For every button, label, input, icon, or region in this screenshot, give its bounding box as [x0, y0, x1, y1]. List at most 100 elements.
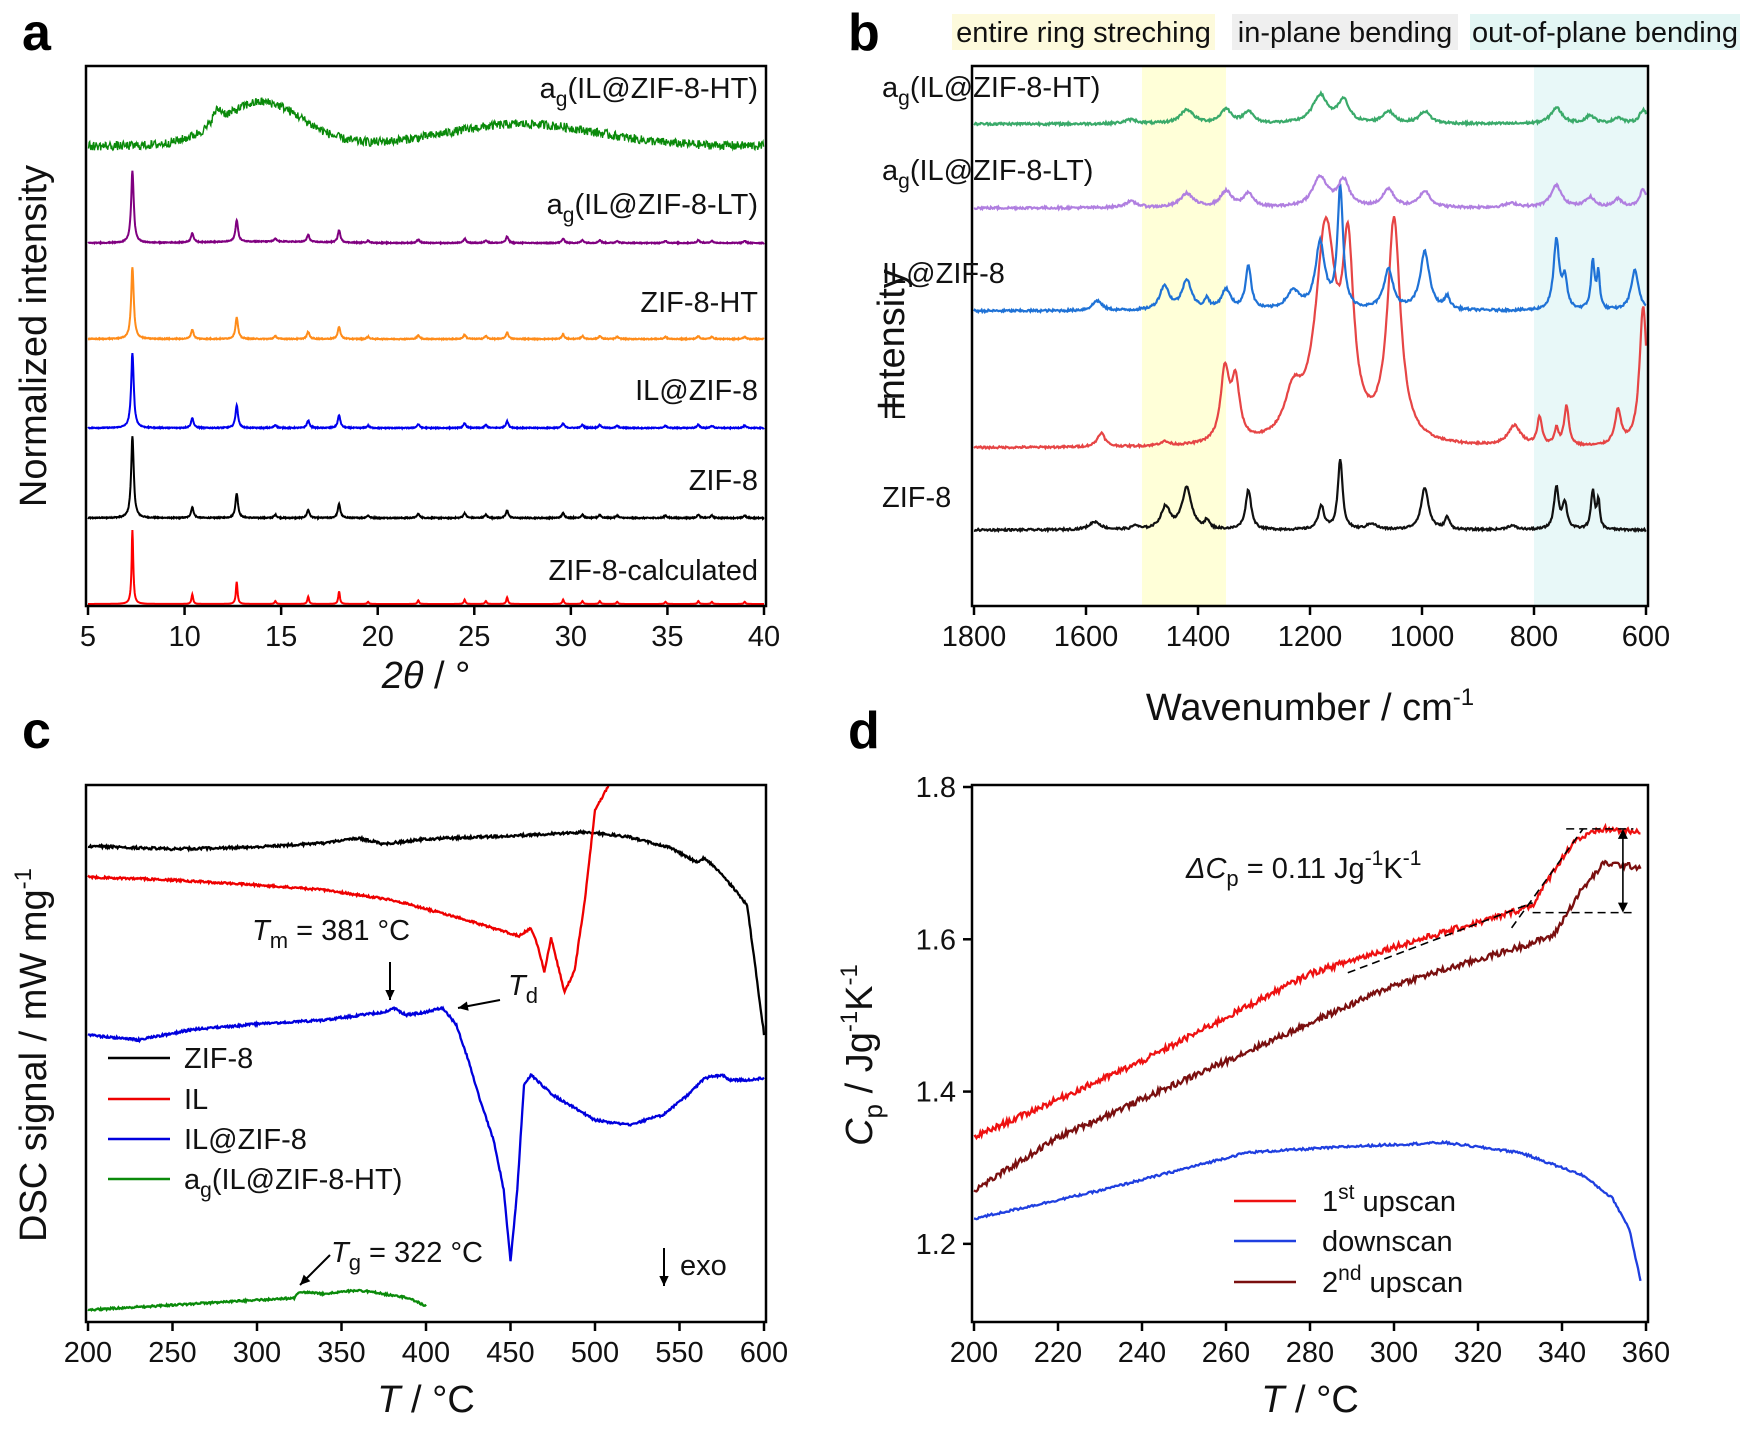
ftir-region-band: [1142, 67, 1226, 605]
delta-cp-arrow-top: [1617, 828, 1628, 839]
panel-d-xtick-label: 300: [1370, 1337, 1418, 1369]
panel-b-xtick-label: 1600: [1054, 621, 1119, 653]
panel-d-ytick-label: 1.4: [916, 1077, 956, 1109]
dsc-legend-label: ag(IL@ZIF-8-HT): [184, 1164, 402, 1202]
xrd-series-line: [88, 529, 764, 605]
panel-a-xtick-label: 15: [265, 621, 297, 653]
panel-b-xtick-label: 1400: [1166, 621, 1231, 653]
dsc-legend-label: IL: [184, 1084, 208, 1116]
xrd-series-line: [87, 353, 765, 431]
xrd-series-label: ZIF-8-HT: [640, 287, 758, 319]
ftir-region-band: [1534, 67, 1646, 605]
panel-d-xtick-label: 340: [1538, 1337, 1586, 1369]
tg-annotation: Tg = 322 °C: [331, 1237, 483, 1275]
panel-d-ytick-label: 1.2: [916, 1229, 956, 1261]
panel-a-xlabel: 2θ / °: [381, 655, 471, 697]
ftir-series-line: [973, 90, 1648, 128]
panel-letter-a: a: [22, 4, 52, 62]
panel-a-xtick-label: 5: [80, 621, 96, 653]
xrd-series-line: [87, 97, 765, 152]
ftir-region-label: in-plane bending: [1238, 17, 1452, 49]
panel-d-ylabel: Cp / Jg-1K-1: [836, 964, 888, 1146]
cp-series-line: [973, 1139, 1642, 1282]
cp-legend-label: 2nd upscan: [1322, 1262, 1463, 1299]
panel-c-xtick-label: 250: [148, 1337, 196, 1369]
td-annotation: Td: [508, 970, 538, 1008]
cp-baseline-tangent: [1347, 901, 1533, 974]
xrd-series-label: ag(IL@ZIF-8-LT): [547, 189, 758, 227]
panel-d-xtick-label: 260: [1202, 1337, 1250, 1369]
dsc-legend-label: ZIF-8: [184, 1043, 253, 1075]
cp-series-line: [973, 859, 1642, 1193]
xrd-series-line: [87, 267, 765, 342]
ftir-region-header: [1470, 14, 1740, 50]
tm-annotation: Tm = 381 °C: [252, 915, 410, 953]
exo-arrow-head: [659, 1276, 669, 1286]
panel-a-frame: [84, 64, 768, 608]
panel-d-xtick-label: 320: [1454, 1337, 1502, 1369]
xrd-series-line: [87, 436, 765, 522]
ftir-region-label: out-of-plane bending: [1472, 17, 1738, 49]
panel-d-xtick-label: 280: [1286, 1337, 1334, 1369]
ftir-series-line: [973, 215, 1648, 451]
ftir-series-line: [973, 173, 1648, 212]
tg-arrow-head: [300, 1274, 311, 1285]
delta-cp-arrow-bottom: [1617, 902, 1628, 913]
panel-b-xlabel: Wavenumber / cm-1: [1146, 684, 1474, 729]
xrd-series-label: IL@ZIF-8: [635, 375, 758, 407]
ftir-series-label: ZIF-8: [882, 482, 951, 514]
panel-a-xtick-label: 30: [555, 621, 587, 653]
xrd-series-label: ZIF-8: [689, 465, 758, 497]
ftir-series-label: ag(IL@ZIF-8-HT): [882, 72, 1100, 110]
ftir-series-line: [973, 183, 1647, 315]
tm-arrow-head: [385, 990, 395, 1000]
panel-d-ytick-label: 1.6: [916, 924, 956, 956]
panel-a-xtick-label: 40: [748, 621, 780, 653]
cp-series-line: [973, 822, 1641, 1141]
ftir-series-label: ag(IL@ZIF-8-LT): [882, 155, 1093, 193]
panel-c-xtick-label: 400: [402, 1337, 450, 1369]
ftir-series-label: IL@ZIF-8: [882, 258, 1005, 290]
ftir-region-header: [1232, 14, 1458, 50]
panel-c-xtick-label: 450: [486, 1337, 534, 1369]
panel-a-xrd: 5 10 15 20 25 30 35 40 2θ / ° Normalized intens…: [13, 64, 780, 697]
panel-d-ytick-label: 1.8: [916, 772, 956, 804]
panel-c-xtick-label: 550: [655, 1337, 703, 1369]
dsc-series-line: [87, 829, 766, 1036]
panel-b-xtick-label: 1200: [1278, 621, 1343, 653]
panel-b-xtick-label: 800: [1510, 621, 1558, 653]
exo-annotation: exo: [680, 1250, 727, 1282]
cp-step-tangent: [1510, 828, 1584, 929]
panel-c-xlabel: T / °C: [377, 1379, 475, 1421]
panel-b-xtick-label: 600: [1622, 621, 1670, 653]
panel-d-xtick-label: 360: [1622, 1337, 1670, 1369]
dsc-series-line: [87, 1288, 427, 1313]
xrd-series-label: ZIF-8-calculated: [548, 555, 758, 587]
panel-letter-b: b: [848, 4, 880, 62]
panel-c-xtick-label: 300: [233, 1337, 281, 1369]
xrd-series-line: [87, 170, 765, 246]
panel-b-ylabel: Intensity: [871, 269, 913, 411]
panel-d-xlabel: T / °C: [1261, 1379, 1359, 1421]
panel-c-xtick-label: 600: [740, 1337, 788, 1369]
td-arrow-head: [458, 1001, 469, 1011]
xrd-series-label: ag(IL@ZIF-8-HT): [540, 73, 758, 111]
panel-letter-c: c: [22, 702, 51, 760]
panel-c-ylabel: DSC signal / mW mg-1: [10, 868, 55, 1242]
panel-c-dsc: 200 250 300 350 400 450 500 550 600 T / °C DSC s…: [10, 783, 788, 1421]
panel-letter-d: d: [848, 702, 880, 760]
ftir-region-band: [1226, 67, 1534, 605]
cp-legend-label: downscan: [1322, 1226, 1453, 1258]
panel-c-xtick-label: 350: [317, 1337, 365, 1369]
panel-d-cp: 200 220 240 260 280 300 320 340 3601.21.41.61.8 …: [836, 772, 1670, 1421]
panel-c-xtick-label: 200: [64, 1337, 112, 1369]
panel-b-ftir: entire ring streching in-plane bending out…: [871, 14, 1740, 729]
panel-d-xtick-label: 200: [950, 1337, 998, 1369]
panel-b-xtick-label: 1800: [942, 621, 1007, 653]
dsc-legend-label: IL@ZIF-8: [184, 1124, 307, 1156]
panel-b-xtick-label: 1000: [1390, 621, 1455, 653]
cp-legend-label: 1st upscan: [1322, 1181, 1456, 1218]
dsc-series-line: [87, 1005, 765, 1262]
panel-c-xtick-label: 500: [571, 1337, 619, 1369]
